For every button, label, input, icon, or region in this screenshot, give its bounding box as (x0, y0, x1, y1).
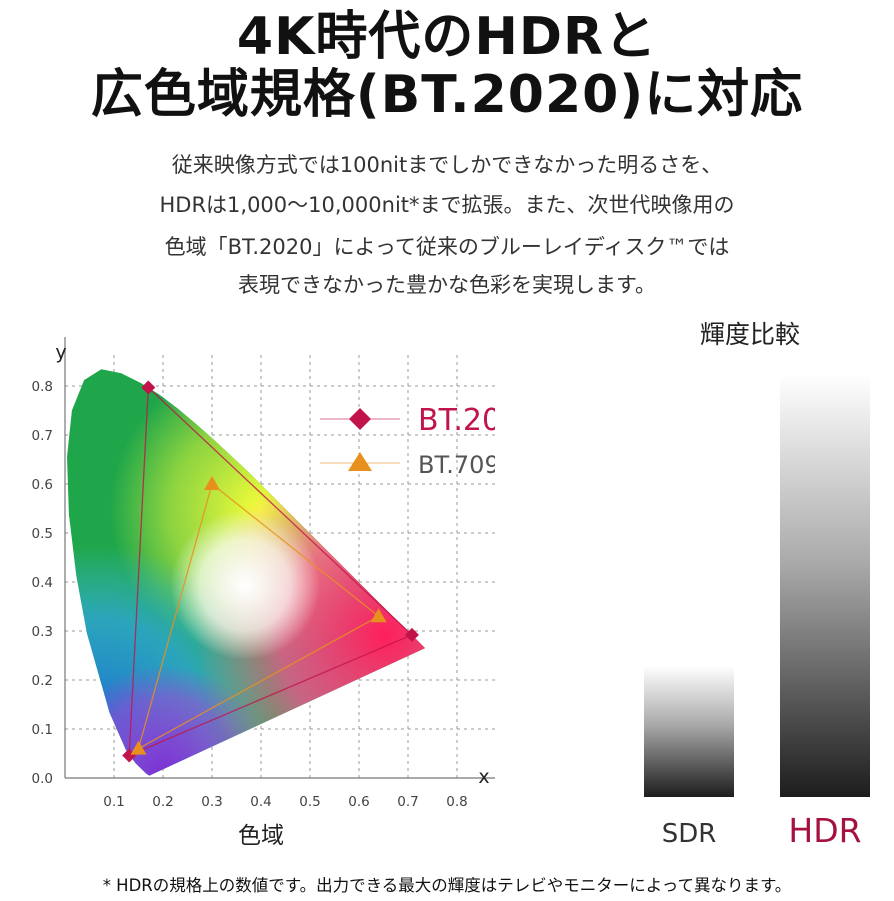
y-tick-label: 0.4 (32, 575, 53, 591)
footnote: * HDRの規格上の数値です。出力できる最大の輝度はテレビやモニターによって異な… (102, 876, 792, 895)
x-axis-label: x (478, 766, 489, 788)
description-line-1: 従来映像方式では100nitまでしかできなかった明るさを、 (171, 153, 723, 177)
x-tick-label: 0.7 (397, 794, 418, 810)
brightness-title: 輝度比較 (700, 320, 800, 349)
page-title-line-1: 4K時代のHDRと (236, 7, 658, 67)
brightness-chart: 輝度比較 SDR HDR (644, 320, 870, 850)
legend-bt709-label: BT.709 (418, 451, 495, 479)
legend-bt2020-diamond (349, 408, 371, 430)
bt709-point (204, 476, 220, 490)
hdr-label: HDR (788, 811, 861, 850)
gamut-chart: 0.0 0.1 0.2 0.3 0.4 0.5 0.6 0.7 0.8 0.1 0.2 0.3 0.4 0… (32, 337, 495, 845)
gamut-axis-title: 色域 (238, 823, 284, 845)
hdr-bar (780, 374, 870, 797)
spectral-locus (67, 369, 426, 776)
bt2020-point (141, 380, 156, 395)
x-tick-label: 0.1 (103, 794, 124, 810)
y-tick-label: 0.5 (32, 526, 53, 542)
x-tick-label: 0.6 (348, 794, 369, 810)
chart-legend: BT.2020 BT.709 (320, 403, 495, 479)
sdr-bar (644, 665, 734, 797)
chart-series (122, 380, 419, 763)
bt2020-point (122, 748, 137, 763)
description-line-3: 色域「BT.2020」によって従来のブルーレイディスク™では (164, 235, 730, 259)
x-tick-label: 0.3 (201, 794, 222, 810)
y-tick-label: 0.8 (32, 379, 53, 395)
page-title-line-2: 広色域規格(BT.2020)に対応 (90, 65, 804, 125)
y-axis-label: y (55, 342, 66, 364)
legend-bt2020-label: BT.2020 (418, 403, 495, 438)
bt2020-gamut-triangle (128, 386, 414, 757)
y-tick-label: 0.1 (32, 722, 53, 738)
y-tick-label: 0.0 (32, 771, 53, 787)
y-tick-label: 0.2 (32, 673, 53, 689)
x-tick-label: 0.2 (152, 794, 173, 810)
description-line-4: 表現できなかった豊かな色彩を実現します。 (238, 273, 656, 297)
x-tick-label: 0.8 (446, 794, 467, 810)
y-tick-label: 0.3 (32, 624, 53, 640)
sdr-label: SDR (662, 819, 717, 849)
y-tick-label: 0.6 (32, 477, 53, 493)
x-tick-label: 0.5 (299, 794, 320, 810)
bt2020-point (404, 627, 419, 642)
bt709-gamut-triangle (137, 482, 380, 750)
legend-bt709-triangle (348, 452, 372, 471)
chart-axes: 0.0 0.1 0.2 0.3 0.4 0.5 0.6 0.7 0.8 0.1 0.2 0.3 0.4 0… (32, 337, 495, 845)
bt709-point (130, 740, 147, 755)
bt709-point (370, 608, 387, 623)
x-tick-label: 0.4 (250, 794, 271, 810)
description-line-2: HDRは1,000〜10,000nit*まで拡張。また、次世代映像用の (159, 193, 735, 217)
y-tick-label: 0.7 (32, 428, 53, 444)
